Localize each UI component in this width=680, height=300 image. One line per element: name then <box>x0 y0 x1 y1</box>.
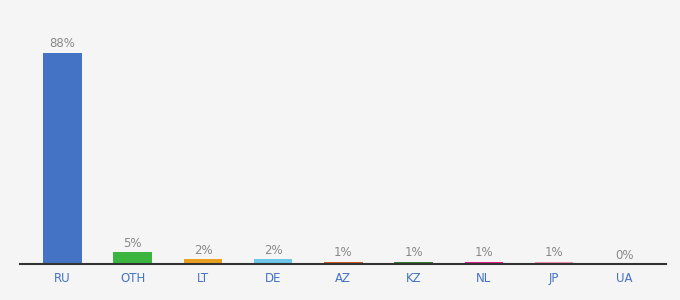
Text: 1%: 1% <box>475 246 493 259</box>
Text: 0%: 0% <box>615 249 634 262</box>
Text: 88%: 88% <box>50 38 75 50</box>
Bar <box>394 262 433 264</box>
Bar <box>114 252 152 264</box>
Text: 1%: 1% <box>405 246 423 259</box>
Bar <box>324 262 362 264</box>
Bar <box>44 53 82 264</box>
Bar <box>534 262 573 264</box>
Bar <box>254 259 292 264</box>
Bar <box>464 262 503 264</box>
Text: 5%: 5% <box>124 237 142 250</box>
Text: 2%: 2% <box>194 244 212 257</box>
Bar <box>184 259 222 264</box>
Text: 2%: 2% <box>264 244 282 257</box>
Text: 1%: 1% <box>545 246 563 259</box>
Text: 1%: 1% <box>334 246 353 259</box>
